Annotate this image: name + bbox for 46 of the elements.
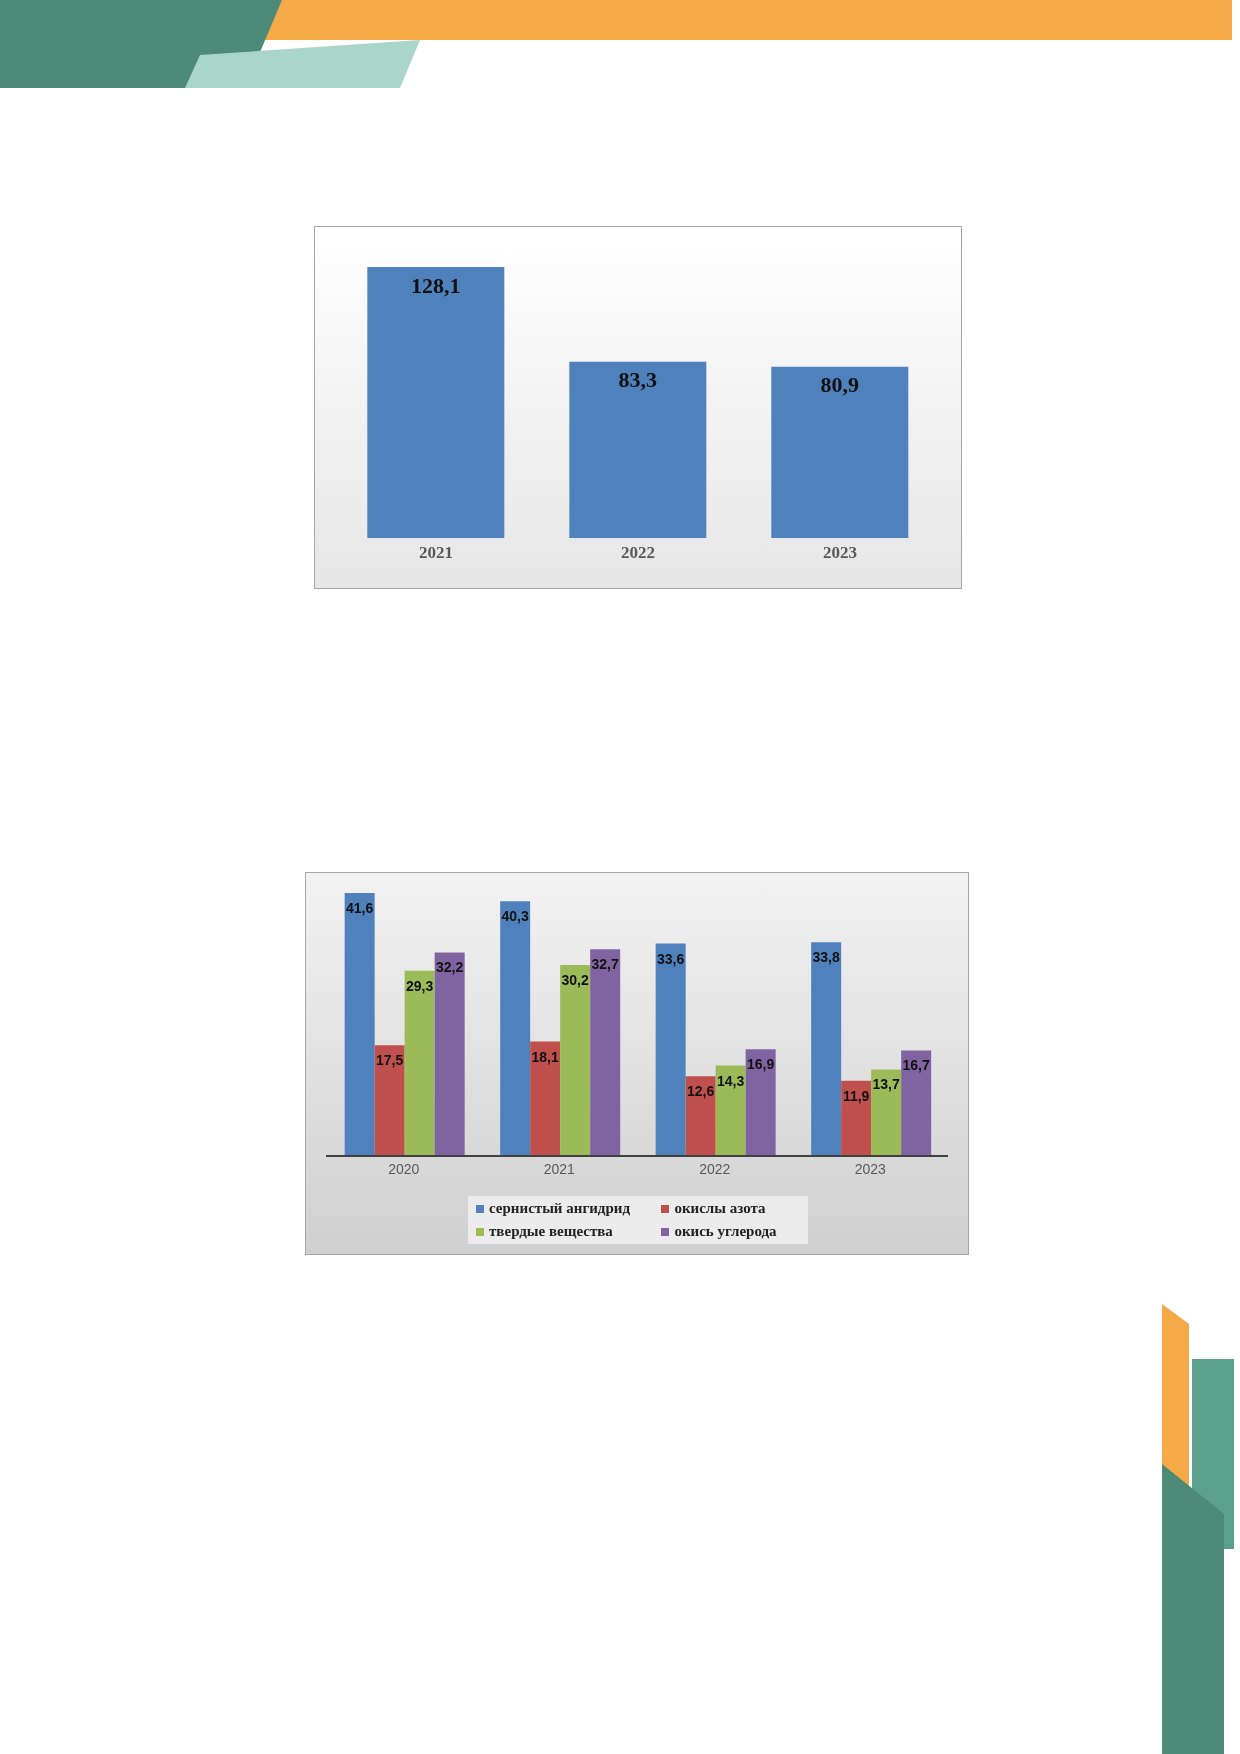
x-tick-label: 2022 <box>621 543 655 563</box>
bar <box>715 1065 746 1156</box>
data-label: 14,3 <box>717 1072 745 1089</box>
x-tick-label: 2020 <box>388 1160 420 1177</box>
bar <box>530 1041 561 1156</box>
bar <box>344 893 375 1156</box>
bar <box>434 952 465 1156</box>
bar <box>901 1050 932 1156</box>
data-label: 41,6 <box>346 899 374 916</box>
data-label: 13,7 <box>872 1076 900 1093</box>
x-tick-label: 2023 <box>854 1160 887 1177</box>
bar <box>404 970 435 1156</box>
data-label: 30,2 <box>561 972 589 989</box>
x-tick-label: 2021 <box>543 1160 576 1177</box>
legend-label: твердые вещества <box>489 1223 613 1240</box>
bar <box>871 1069 902 1156</box>
bar <box>655 943 686 1156</box>
legend-label: окись углерода <box>674 1223 777 1240</box>
data-label: 40,3 <box>501 908 529 925</box>
data-label: 18,1 <box>531 1048 559 1065</box>
data-label: 12,6 <box>687 1083 715 1100</box>
data-label: 80,9 <box>820 372 860 398</box>
bar <box>560 965 591 1156</box>
bar <box>811 942 842 1156</box>
bar <box>685 1076 716 1156</box>
data-label: 83,3 <box>618 367 658 393</box>
bar <box>374 1045 405 1156</box>
data-label: 17,5 <box>376 1052 404 1069</box>
data-label: 32,7 <box>591 956 619 973</box>
x-tick-label: 2023 <box>823 543 857 563</box>
data-label: 16,9 <box>747 1056 775 1073</box>
bar <box>841 1080 872 1156</box>
legend-label: окислы азота <box>674 1200 766 1217</box>
data-label: 128,1 <box>411 272 461 298</box>
data-label: 16,7 <box>902 1057 930 1074</box>
bar <box>745 1049 776 1156</box>
legend-label: сернистый ангидрид <box>489 1200 631 1217</box>
data-label: 11,9 <box>842 1087 870 1104</box>
x-tick-label: 2022 <box>699 1160 731 1177</box>
bar <box>500 901 531 1156</box>
data-label: 33,6 <box>657 950 685 967</box>
x-tick-label: 2021 <box>419 543 453 563</box>
data-label: 33,8 <box>812 949 840 966</box>
data-label: 32,2 <box>436 959 464 976</box>
data-label: 29,3 <box>406 977 434 994</box>
bar <box>590 949 621 1156</box>
